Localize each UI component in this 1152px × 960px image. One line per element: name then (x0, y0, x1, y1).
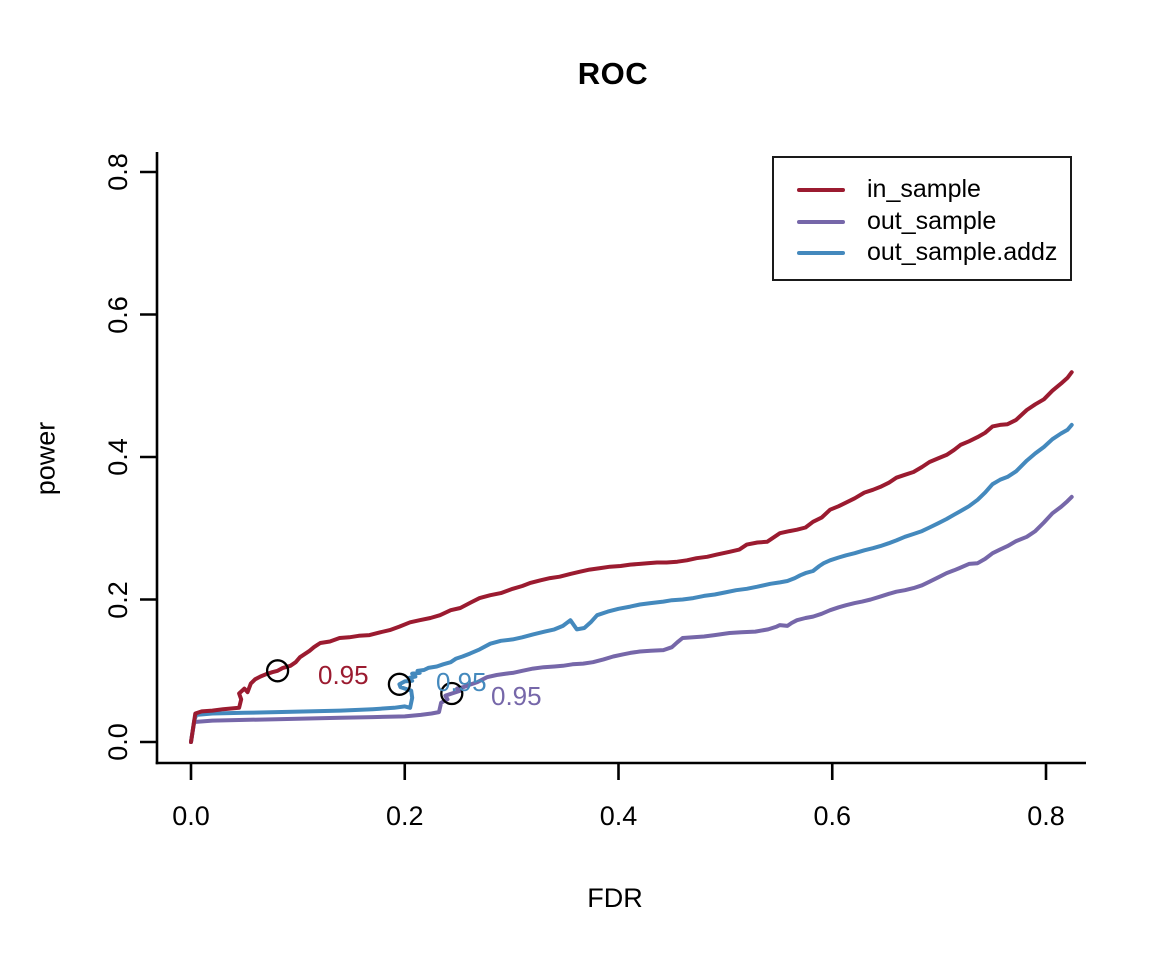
legend-item-out-sample: out_sample (774, 206, 1070, 237)
x-tick-label: 0.2 (385, 801, 424, 831)
y-tick-label: 0.0 (103, 723, 133, 761)
legend-line-in-sample (797, 187, 845, 192)
threshold-annotation-out-sample-addz: 0.95 (436, 667, 487, 697)
y-tick-label: 0.4 (103, 438, 133, 476)
chart-title: ROC (577, 56, 649, 91)
x-tick-label: 0.6 (813, 801, 852, 831)
legend-label: out_sample (867, 207, 997, 235)
legend-label: out_sample.addz (867, 238, 1058, 266)
legend-item-out-sample-addz: out_sample.addz (774, 237, 1070, 268)
legend-label: in_sample (867, 175, 981, 203)
x-tick-label: 0.0 (172, 801, 210, 831)
x-axis-label: FDR (587, 883, 643, 913)
legend-line-out-sample (797, 219, 845, 224)
x-tick-label: 0.4 (599, 801, 638, 831)
threshold-annotation-in-sample: 0.95 (318, 660, 369, 690)
legend-line-out-sample-addz (797, 250, 845, 255)
x-tick-label: 0.8 (1027, 801, 1065, 831)
threshold-annotation-out-sample: 0.95 (491, 681, 542, 711)
y-axis-label: power (30, 421, 61, 496)
legend-item-in-sample: in_sample (774, 174, 1070, 205)
y-tick-label: 0.8 (103, 153, 133, 191)
legend-box: in_sample out_sample out_sample.addz (772, 156, 1072, 281)
y-tick-label: 0.2 (103, 580, 133, 619)
y-tick-label: 0.6 (103, 295, 133, 334)
